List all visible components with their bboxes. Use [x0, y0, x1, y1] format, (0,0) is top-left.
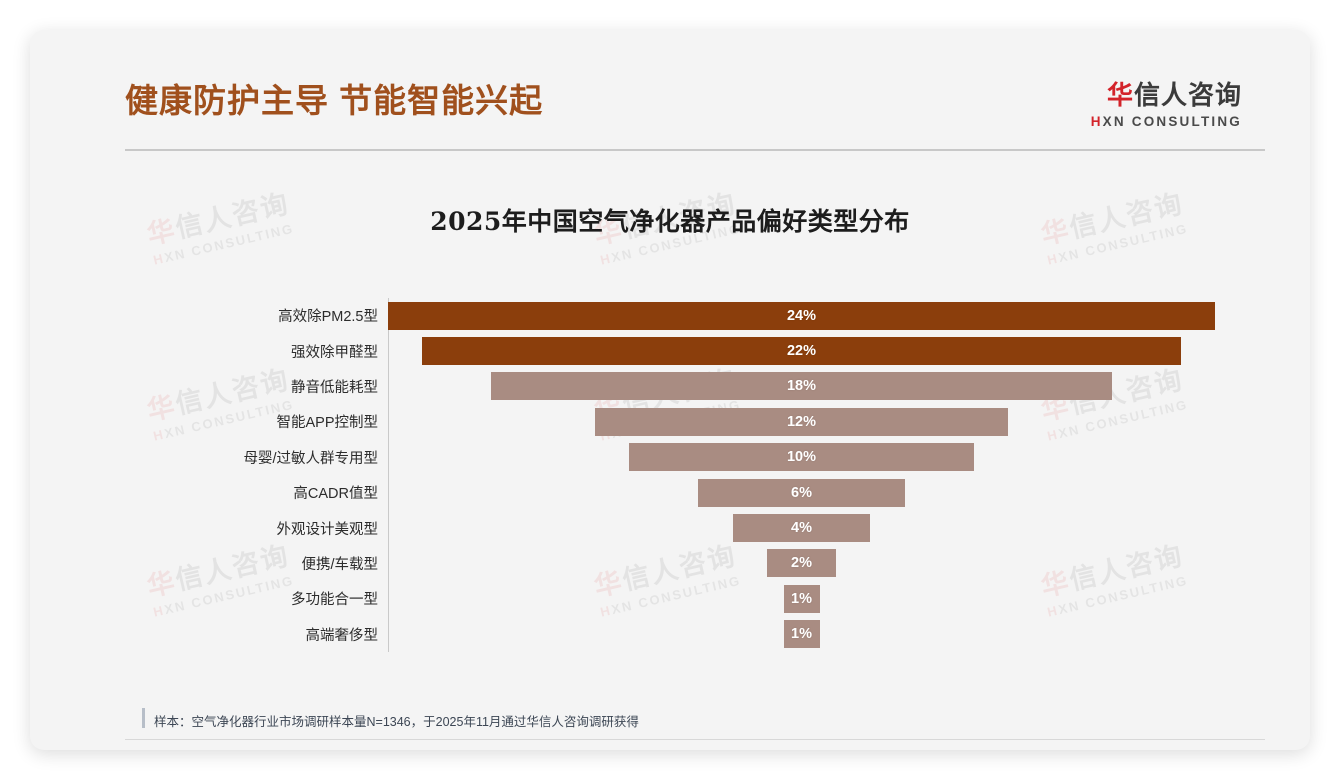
brand-logo-en-rest: XN CONSULTING	[1102, 114, 1242, 129]
funnel-row: 高效除PM2.5型 24%	[125, 298, 1215, 333]
funnel-bar[interactable]: 4%	[732, 514, 871, 543]
bar-value-label: 18%	[786, 378, 817, 395]
funnel-bar[interactable]: 10%	[629, 443, 974, 472]
funnel-bar[interactable]: 18%	[491, 372, 1112, 401]
brand-logo-cn-accent: 华	[1106, 80, 1134, 110]
bar-area: 24%	[388, 298, 1215, 333]
funnel-chart: 高效除PM2.5型 24% 强效除甲醛型 22% 静音低能耗型 18% 智能APP控制型 12…	[125, 268, 1215, 668]
page-title: 健康防护主导 节能智能兴起	[125, 82, 544, 119]
sample-note: 样本：空气净化器行业市场调研样本量N=1346，于2025年11月通过华信人咨询…	[154, 715, 639, 729]
funnel-row: 外观设计美观型 4%	[125, 510, 1215, 545]
category-label: 便携/车载型	[301, 556, 378, 573]
brand-logo-en: HXN CONSULTING	[1091, 115, 1242, 129]
bar-area: 22%	[388, 333, 1215, 368]
funnel-row: 母婴/过敏人群专用型 10%	[125, 440, 1215, 475]
header-divider	[125, 149, 1265, 151]
bar-value-label: 22%	[786, 343, 816, 360]
bar-value-label: 1%	[791, 590, 812, 607]
chart-axis-line	[388, 298, 389, 652]
bar-area: 10%	[388, 440, 1215, 475]
bar-area: 12%	[388, 404, 1215, 439]
funnel-bar[interactable]: 1%	[783, 620, 820, 649]
funnel-bar[interactable]: 2%	[767, 549, 836, 578]
category-label: 高效除PM2.5型	[278, 309, 378, 326]
bar-value-label: 24%	[786, 307, 817, 324]
bar-value-label: 10%	[786, 449, 816, 466]
bar-area: 2%	[388, 546, 1215, 581]
bar-area: 4%	[388, 510, 1215, 545]
bar-area: 18%	[388, 369, 1215, 404]
brand-logo-cn: 华信人咨询	[1091, 82, 1242, 108]
category-label: 高CADR值型	[293, 486, 378, 503]
funnel-row: 高CADR值型 6%	[125, 475, 1215, 510]
slide-header: 健康防护主导 节能智能兴起 华信人咨询 HXN CONSULTING	[30, 30, 1310, 152]
category-label: 智能APP控制型	[276, 415, 378, 432]
funnel-bar[interactable]: 24%	[388, 301, 1215, 330]
bar-area: 6%	[388, 475, 1215, 510]
category-label: 强效除甲醛型	[291, 344, 378, 361]
category-label: 多功能合一型	[291, 592, 378, 609]
funnel-row: 强效除甲醛型 22%	[125, 333, 1215, 368]
bar-value-label: 12%	[786, 413, 817, 430]
category-label: 高端奢侈型	[305, 627, 379, 644]
chart-title: 2025年中国空气净化器产品偏好类型分布	[430, 207, 910, 236]
note-accent-bar	[142, 708, 145, 728]
bar-value-label: 4%	[791, 520, 812, 537]
category-label: 母婴/过敏人群专用型	[243, 450, 378, 467]
slide-card: 健康防护主导 节能智能兴起 华信人咨询 HXN CONSULTING 华信人咨询…	[30, 30, 1310, 750]
funnel-bar[interactable]: 1%	[783, 584, 820, 613]
watermark-en-accent: H	[1045, 250, 1061, 268]
bar-value-label: 2%	[791, 555, 812, 572]
funnel-bar[interactable]: 22%	[422, 337, 1181, 366]
category-label: 静音低能耗型	[291, 379, 378, 396]
bar-value-label: 1%	[791, 626, 812, 643]
bar-value-label: 6%	[791, 484, 812, 501]
funnel-bar[interactable]: 6%	[698, 478, 905, 507]
funnel-bar[interactable]: 12%	[594, 407, 1009, 436]
funnel-row: 便携/车载型 2%	[125, 546, 1215, 581]
brand-logo-cn-rest: 信人咨询	[1133, 80, 1242, 110]
watermark-en-accent: H	[151, 250, 167, 268]
funnel-row: 智能APP控制型 12%	[125, 404, 1215, 439]
footer-divider	[125, 739, 1265, 740]
chart-rows: 高效除PM2.5型 24% 强效除甲醛型 22% 静音低能耗型 18% 智能APP控制型 12…	[125, 298, 1215, 652]
bar-area: 1%	[388, 581, 1215, 616]
watermark-en-accent: H	[598, 250, 614, 268]
brand-logo: 华信人咨询 HXN CONSULTING	[1091, 82, 1242, 129]
brand-logo-en-accent: H	[1090, 114, 1103, 129]
bar-area: 1%	[388, 617, 1215, 652]
category-label: 外观设计美观型	[276, 521, 379, 538]
funnel-row: 多功能合一型 1%	[125, 581, 1215, 616]
funnel-row: 静音低能耗型 18%	[125, 369, 1215, 404]
funnel-row: 高端奢侈型 1%	[125, 617, 1215, 652]
